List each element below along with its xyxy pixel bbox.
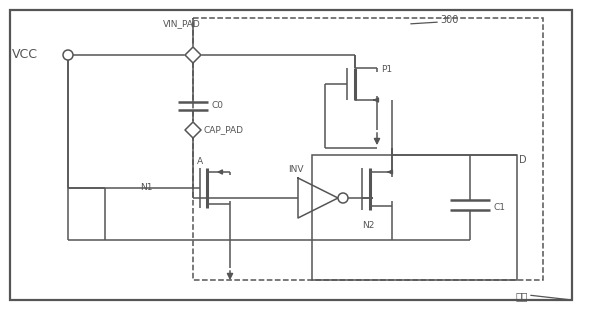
Circle shape [338, 193, 348, 203]
Text: CAP_PAD: CAP_PAD [203, 126, 243, 134]
Bar [193, 18, 543, 280]
Text: A: A [197, 158, 203, 166]
Polygon shape [185, 47, 201, 63]
Text: N1: N1 [140, 183, 152, 192]
Text: 芯片: 芯片 [515, 291, 528, 301]
Text: N2: N2 [362, 220, 374, 230]
Text: VCC: VCC [12, 48, 38, 62]
Bar [312, 155, 517, 280]
Text: P1: P1 [381, 66, 392, 74]
Text: C0: C0 [212, 101, 224, 111]
Text: D: D [519, 155, 527, 165]
Circle shape [63, 50, 73, 60]
Text: VIN_PAD: VIN_PAD [163, 19, 201, 29]
Text: 300: 300 [440, 15, 459, 25]
Text: C1: C1 [494, 203, 506, 212]
Polygon shape [185, 122, 201, 138]
Text: INV: INV [288, 165, 304, 175]
